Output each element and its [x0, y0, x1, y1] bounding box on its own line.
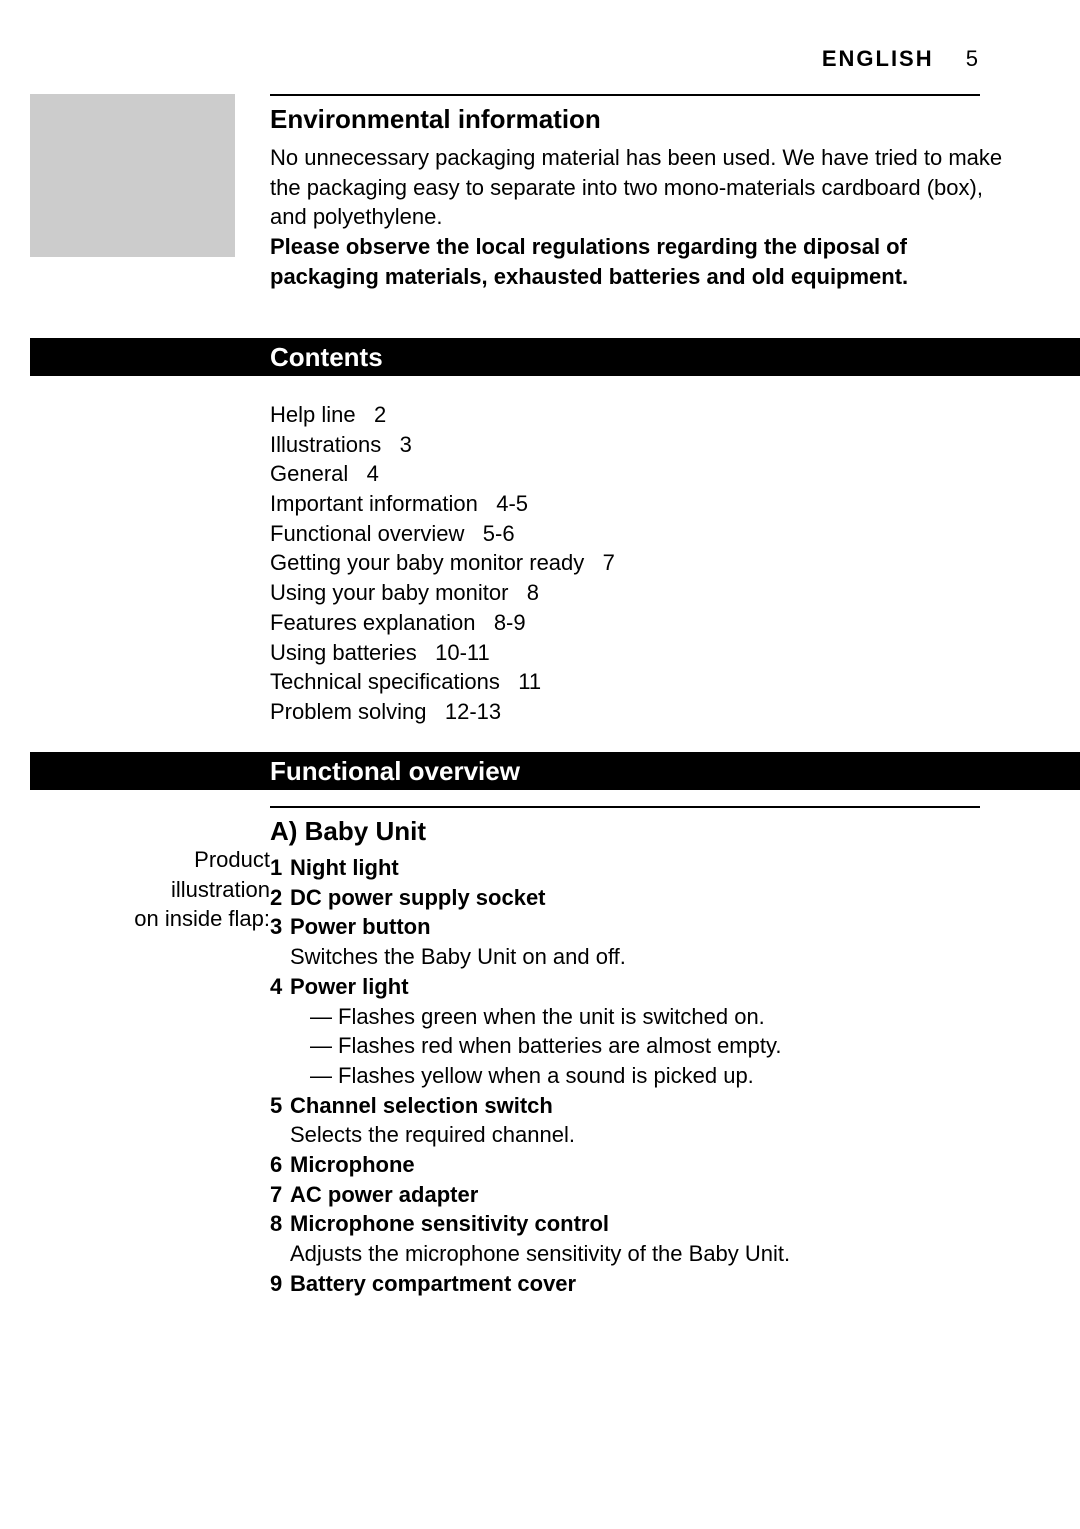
item-label: AC power adapter: [290, 1180, 478, 1210]
item-label: DC power supply socket: [290, 883, 546, 913]
env-para-bold-line: packaging materials, exhausted batteries…: [270, 262, 1080, 292]
item-number: 3: [270, 912, 290, 942]
item-number: 4: [270, 972, 290, 1002]
item-number: 6: [270, 1150, 290, 1180]
func-bar-label: Functional overview: [270, 756, 520, 787]
contents-bar: Contents: [30, 338, 1080, 376]
item-label: Battery compartment cover: [290, 1269, 576, 1299]
section-rule: [270, 94, 980, 96]
item-description: Switches the Baby Unit on and off.: [290, 942, 1080, 972]
section-rule: [270, 806, 980, 808]
list-item: 1 Night light: [270, 853, 1080, 883]
item-number: 5: [270, 1091, 290, 1121]
env-para-line: the packaging easy to separate into two …: [270, 173, 1080, 203]
item-number: 8: [270, 1209, 290, 1239]
item-subline: —Flashes red when batteries are almost e…: [310, 1031, 1080, 1061]
contents-row: Using your baby monitor 8: [270, 578, 615, 608]
dash-icon: —: [310, 1002, 338, 1032]
list-item: 3 Power button: [270, 912, 1080, 942]
list-item: 5 Channel selection switch: [270, 1091, 1080, 1121]
list-item: 8 Microphone sensitivity control: [270, 1209, 1080, 1239]
list-item: 6 Microphone: [270, 1150, 1080, 1180]
sidebar-note: Product illustration on inside flap:: [90, 845, 270, 934]
list-item: 2 DC power supply socket: [270, 883, 1080, 913]
header-language: ENGLISH: [822, 46, 934, 71]
contents-row: Features explanation 8-9: [270, 608, 615, 638]
item-label: Channel selection switch: [290, 1091, 553, 1121]
item-subline: —Flashes yellow when a sound is picked u…: [310, 1061, 1080, 1091]
env-para-line: and polyethylene.: [270, 202, 1080, 232]
contents-row: Help line 2: [270, 400, 615, 430]
environmental-section: Environmental information No unnecessary…: [270, 94, 1080, 298]
item-number: 7: [270, 1180, 290, 1210]
contents-row: Using batteries 10-11: [270, 638, 615, 668]
list-item: 4 Power light: [270, 972, 1080, 1002]
contents-list: Help line 2 Illustrations 3 General 4 Im…: [270, 400, 615, 727]
list-item: 9 Battery compartment cover: [270, 1269, 1080, 1299]
item-number: 9: [270, 1269, 290, 1299]
item-label: Microphone: [290, 1150, 415, 1180]
baby-unit-title: A) Baby Unit: [270, 814, 1080, 849]
contents-row: Functional overview 5-6: [270, 519, 615, 549]
baby-unit-item-list: 1 Night light 2 DC power supply socket 3…: [270, 853, 1080, 1298]
item-label: Power light: [290, 972, 409, 1002]
dash-icon: —: [310, 1061, 338, 1091]
contents-row: Illustrations 3: [270, 430, 615, 460]
contents-row: Problem solving 12-13: [270, 697, 615, 727]
contents-bar-label: Contents: [270, 342, 383, 373]
contents-row: Important information 4-5: [270, 489, 615, 519]
header-page-number: 5: [966, 46, 980, 71]
dash-icon: —: [310, 1031, 338, 1061]
illustration-placeholder: [30, 94, 235, 257]
item-label: Power button: [290, 912, 431, 942]
item-subline: —Flashes green when the unit is switched…: [310, 1002, 1080, 1032]
env-para-line: No unnecessary packaging material has be…: [270, 143, 1080, 173]
contents-row: Technical specifications 11: [270, 667, 615, 697]
item-description: Adjusts the microphone sensitivity of th…: [290, 1239, 1080, 1269]
env-title: Environmental information: [270, 102, 1080, 137]
item-number: 2: [270, 883, 290, 913]
sidebar-note-line: on inside flap:: [90, 904, 270, 934]
contents-row: General 4: [270, 459, 615, 489]
functional-overview-section: A) Baby Unit 1 Night light 2 DC power su…: [270, 806, 1080, 1298]
page-header: ENGLISH 5: [822, 46, 980, 72]
list-item: 7 AC power adapter: [270, 1180, 1080, 1210]
item-label: Microphone sensitivity control: [290, 1209, 609, 1239]
item-description: Selects the required channel.: [290, 1120, 1080, 1150]
env-body: No unnecessary packaging material has be…: [270, 143, 1080, 291]
sidebar-note-line: Product illustration: [90, 845, 270, 904]
contents-row: Getting your baby monitor ready 7: [270, 548, 615, 578]
item-label: Night light: [290, 853, 399, 883]
functional-overview-bar: Functional overview: [30, 752, 1080, 790]
env-para-bold-line: Please observe the local regulations reg…: [270, 232, 1080, 262]
item-number: 1: [270, 853, 290, 883]
